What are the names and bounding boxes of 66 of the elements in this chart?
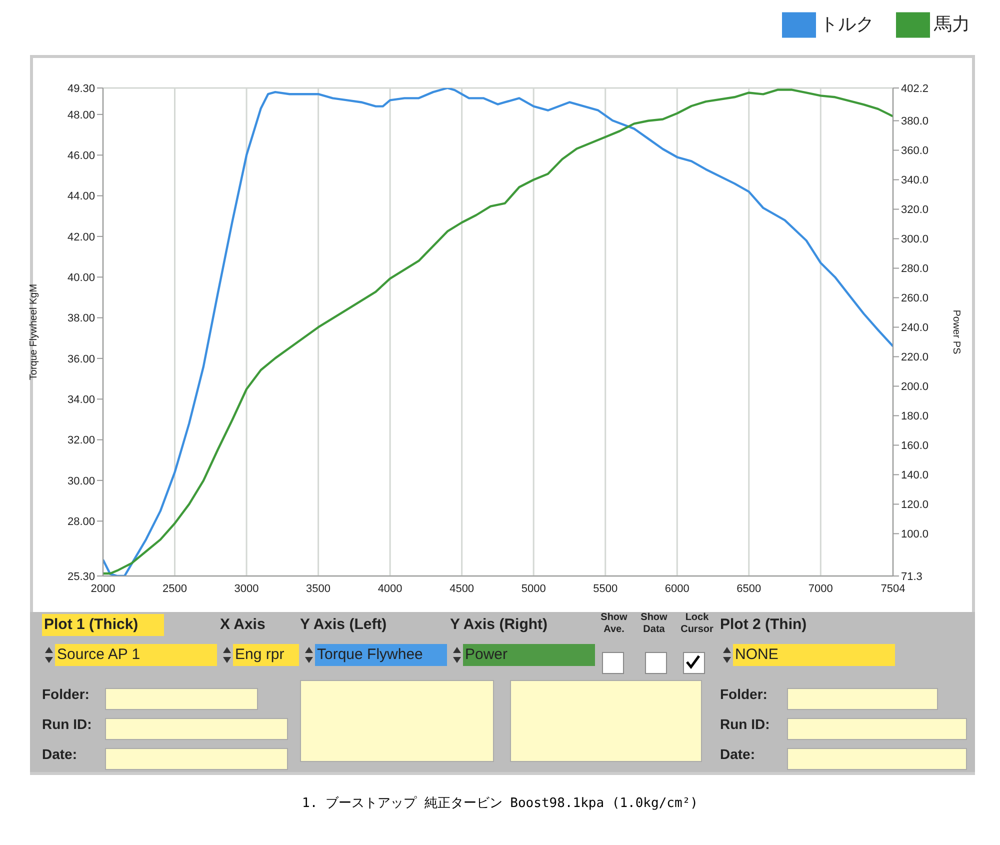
text: NONE <box>733 644 895 666</box>
y-tick-label: 42.00 <box>67 231 95 244</box>
x-tick-label: 2500 <box>162 582 188 595</box>
legend-label: 馬力 <box>934 14 970 34</box>
y-tick-label: 46.00 <box>67 150 95 162</box>
x-tick-label: 5500 <box>593 582 618 595</box>
y-tick-label: 48.00 <box>67 109 95 122</box>
text: Folder: <box>720 685 768 704</box>
x-tick-label: 5000 <box>521 582 546 595</box>
text: Folder: <box>42 685 90 704</box>
y2-tick-label: 71.3 <box>901 570 922 583</box>
text: Torque Flywhee <box>315 644 447 666</box>
text: Run ID: <box>720 715 771 734</box>
y2-tick-label: 280.0 <box>901 263 929 276</box>
text: 1. ブーストアップ 純正タービン Boost98.1kpa (1.0kg/cm²) <box>301 795 699 812</box>
text: Plot 1 (Thick) <box>42 614 164 636</box>
y-tick-label: 32.00 <box>67 434 95 447</box>
y-tick-label: 25.30 <box>67 570 95 583</box>
y2-tick-label: 260.0 <box>901 292 929 305</box>
y2-tick-label: 140.0 <box>901 470 929 482</box>
y2-tick-label: 320.0 <box>901 204 929 216</box>
text: Plot 2 (Thin) <box>720 615 808 635</box>
y-tick-label: 30.00 <box>67 475 95 488</box>
text: X Axis <box>220 615 266 635</box>
text: Run ID: <box>42 715 93 734</box>
y-tick-label: 36.00 <box>67 353 95 366</box>
y-tick-label: 34.00 <box>67 394 95 406</box>
y2-axis-title: Power PS <box>950 310 962 355</box>
x-tick-label: 7504 <box>880 582 906 595</box>
y2-tick-label: 240.0 <box>901 322 929 334</box>
text: Y Axis (Right) <box>450 615 549 635</box>
y-tick-label: 44.00 <box>67 190 95 203</box>
source-note: Source AP 1 <box>55 644 217 666</box>
text: Lock Cursor <box>680 612 714 635</box>
y2-tick-label: 360.0 <box>901 145 929 158</box>
y-tick-label: 28.00 <box>67 516 95 528</box>
y2-tick-label: 120.0 <box>901 499 929 512</box>
y2-tick-label: 402.2 <box>901 82 929 95</box>
y2-tick-label: 380.0 <box>901 116 929 128</box>
x-tick-label: 2000 <box>90 582 116 595</box>
y-tick-label: 38.00 <box>67 312 95 325</box>
y2-tick-label: 180.0 <box>901 410 929 423</box>
text: Show Ave. <box>600 612 628 637</box>
x-tick-label: 3500 <box>306 582 331 595</box>
y2-tick-label: 160.0 <box>901 440 929 452</box>
y2-tick-label: 200.0 <box>901 381 929 394</box>
x-tick-label: 6500 <box>736 582 762 595</box>
y2-tick-label: 340.0 <box>901 174 929 187</box>
x-tick-label: 3000 <box>234 582 259 595</box>
text: Show Data <box>640 612 668 637</box>
y-tick-label: 49.30 <box>67 82 95 95</box>
y-axis-title: Torque Flywheel KgM <box>28 284 40 380</box>
text: Date: <box>42 745 78 764</box>
y2-tick-label: 300.0 <box>901 234 929 246</box>
y2-tick-label: 220.0 <box>901 352 929 364</box>
text: Eng rpr <box>233 644 299 666</box>
y-tick-label: 40.00 <box>67 272 95 284</box>
text: Power <box>463 644 595 666</box>
y2-tick-label: 100.0 <box>901 528 929 541</box>
x-tick-label: 4000 <box>378 582 402 595</box>
x-tick-label: 4500 <box>450 582 474 595</box>
legend-label: トルク <box>820 14 874 34</box>
x-tick-label: 7000 <box>808 582 833 595</box>
text: Y Axis (Left) <box>300 615 388 635</box>
text: Date: <box>720 745 756 764</box>
x-tick-label: 6000 <box>664 582 690 595</box>
